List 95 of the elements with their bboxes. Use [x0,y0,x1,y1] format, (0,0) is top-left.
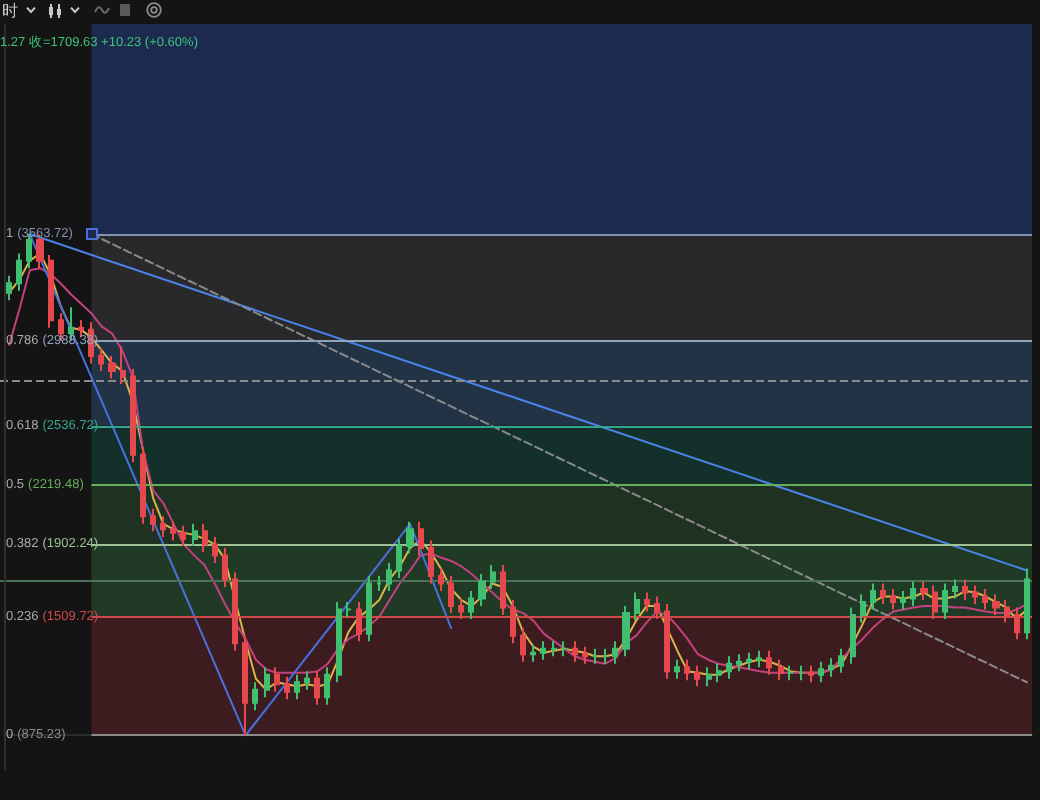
candlestick [540,640,546,661]
candlestick [592,647,598,665]
candlestick [694,664,700,688]
candlestick [98,347,104,372]
candlestick [530,644,536,663]
candlestick [418,520,424,557]
candlestick [232,571,238,652]
candlestick [428,539,434,585]
candlestick [130,367,136,464]
candlestick [160,515,166,538]
candlestick [818,660,824,684]
candlestick [222,546,228,589]
candlestick [870,582,876,611]
candlestick [962,578,968,602]
candlestick [572,640,578,663]
candlestick [356,601,362,643]
candlestick [920,580,928,602]
candlestick [982,588,988,611]
candlestick [386,561,392,593]
candlestick [324,666,330,706]
candlestick [664,603,670,680]
candlestick [726,655,732,680]
candlestick [500,563,506,617]
candlestick [644,591,650,613]
candlestick [16,252,22,292]
candlestick [890,588,896,611]
candlestick [346,601,352,619]
candlestick [274,666,280,693]
candlestick [120,345,126,385]
candlestick [6,274,12,302]
candlestick [150,507,156,533]
candlestick [992,593,1000,617]
candlestick [766,649,772,676]
candlestick [716,662,722,684]
candlestick [788,664,794,682]
candlestick [1014,606,1020,641]
candlestick [612,640,618,665]
candlestick [108,354,116,380]
candlestick [684,658,690,682]
candlestick [478,572,486,608]
text: 时 [2,2,18,22]
candlestick [932,584,938,621]
candlestick [860,593,866,624]
candlestick [48,254,54,329]
candlestick [252,681,258,712]
candlestick [622,605,630,658]
candlestick [736,653,742,673]
candlestick [406,520,414,555]
candlestick [1024,567,1030,641]
candlestick [294,673,300,701]
candlestick [778,658,784,682]
candlestick [284,675,290,701]
candlestick [438,567,444,593]
candlestick [264,666,270,699]
candlestick [910,580,916,608]
candlestick [510,599,516,645]
candlestick [756,649,762,669]
candlestick [490,563,496,591]
candlestick [654,595,660,621]
candlestick [602,647,608,665]
candlestick [192,522,198,547]
candlestick [468,590,474,621]
candlestick [828,657,834,678]
candlestick [582,645,588,665]
candlestick [674,658,680,680]
candlestick [1004,599,1010,624]
candlestick [314,670,320,706]
candlestick [170,520,176,542]
candlestick [880,582,886,606]
candlestick [550,640,558,658]
candlestick [366,574,372,643]
candlestick [140,446,146,525]
candlestick [212,535,218,564]
candlestick [376,574,382,593]
candlestick [952,578,958,600]
candlestick [180,524,186,547]
candlestick [458,597,464,621]
candlestick [972,584,978,606]
candlestick [634,591,640,622]
candlestick [520,627,526,663]
candlestick [850,606,856,665]
candlestick [396,537,402,579]
candlestick [942,582,948,621]
candlestick [706,666,712,688]
candlestick [304,670,310,691]
candlestick [562,640,568,658]
candlestick [798,664,804,682]
candlestick [746,651,752,671]
candlestick [808,664,814,684]
candlestick [900,590,906,611]
candlestick [242,634,248,737]
candlestick [336,601,342,684]
candlestick [202,522,208,553]
candlestick [838,647,844,674]
candlestick [448,574,454,615]
